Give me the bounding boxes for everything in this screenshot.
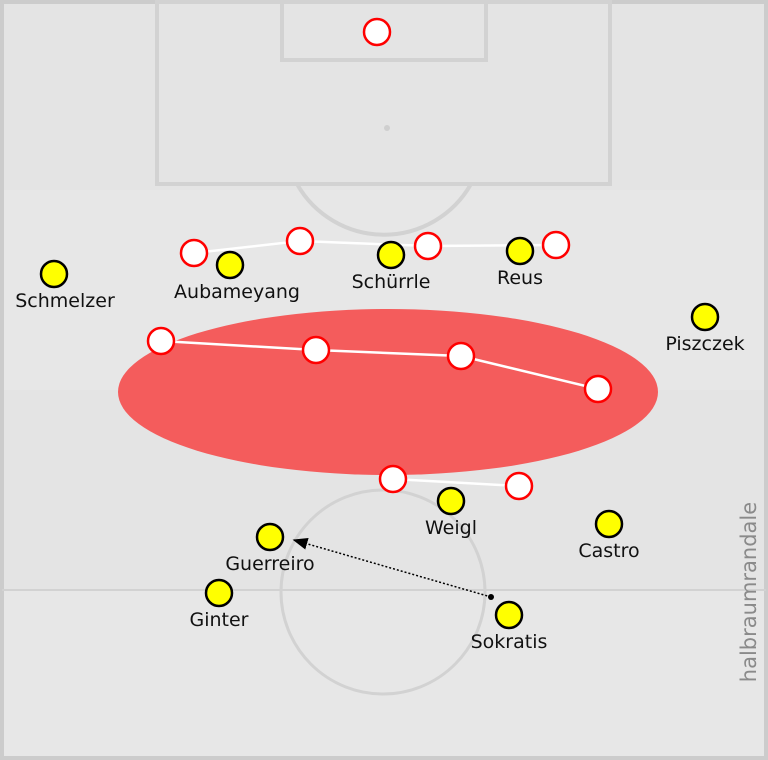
centre-circle <box>279 488 487 696</box>
player-marker <box>594 509 624 539</box>
player-marker <box>690 302 720 332</box>
player-name: Guerreiro <box>225 553 314 575</box>
opponent-marker <box>583 374 613 404</box>
team-players: Schmelzer Aubameyang Schürrle Reus Piszczek W… <box>15 236 745 653</box>
player-name: Sokratis <box>471 631 548 653</box>
opponent-players <box>146 17 613 501</box>
opponent-marker <box>362 17 392 47</box>
player-name: Schürrle <box>352 271 431 293</box>
player-marker <box>255 522 285 552</box>
watermark: halbraumrandale <box>737 502 761 682</box>
highlight-zone <box>118 309 658 475</box>
player-marker <box>376 240 406 270</box>
player-name: Aubameyang <box>174 281 300 303</box>
player: Schmelzer <box>15 259 115 312</box>
opponent-marker <box>446 341 476 371</box>
player-marker <box>436 486 466 516</box>
player-marker <box>39 259 69 289</box>
player: Schürrle <box>352 240 431 293</box>
opponent-marker <box>179 238 209 268</box>
penalty-spot <box>384 125 390 131</box>
player-name: Piszczek <box>665 333 744 355</box>
player: Castro <box>578 509 640 562</box>
opponent-marker <box>413 231 443 261</box>
player-name: Ginter <box>190 609 249 631</box>
player: Ginter <box>190 578 249 631</box>
opponent-marker <box>301 335 331 365</box>
pass-arrow <box>292 537 494 600</box>
opponent-marker <box>504 471 534 501</box>
player-name: Weigl <box>425 517 477 539</box>
player-marker <box>215 250 245 280</box>
opponent-lines <box>160 239 599 488</box>
opponent-marker <box>146 326 176 356</box>
player-marker <box>204 578 234 608</box>
player: Piszczek <box>665 302 745 355</box>
player: Weigl <box>425 486 477 539</box>
player-marker <box>505 236 535 266</box>
opponent-marker <box>541 230 571 260</box>
player: Aubameyang <box>174 250 300 303</box>
player: Reus <box>497 236 543 289</box>
player-name: Reus <box>497 267 543 289</box>
player: Guerreiro <box>225 522 315 575</box>
goal-area <box>280 0 488 62</box>
player: Sokratis <box>471 600 548 653</box>
player-name: Schmelzer <box>15 290 115 312</box>
player-name: Castro <box>578 540 639 562</box>
opponent-marker <box>285 226 315 256</box>
penalty-arc <box>295 183 473 237</box>
opponent-marker <box>378 464 408 494</box>
player-marker <box>494 600 524 630</box>
